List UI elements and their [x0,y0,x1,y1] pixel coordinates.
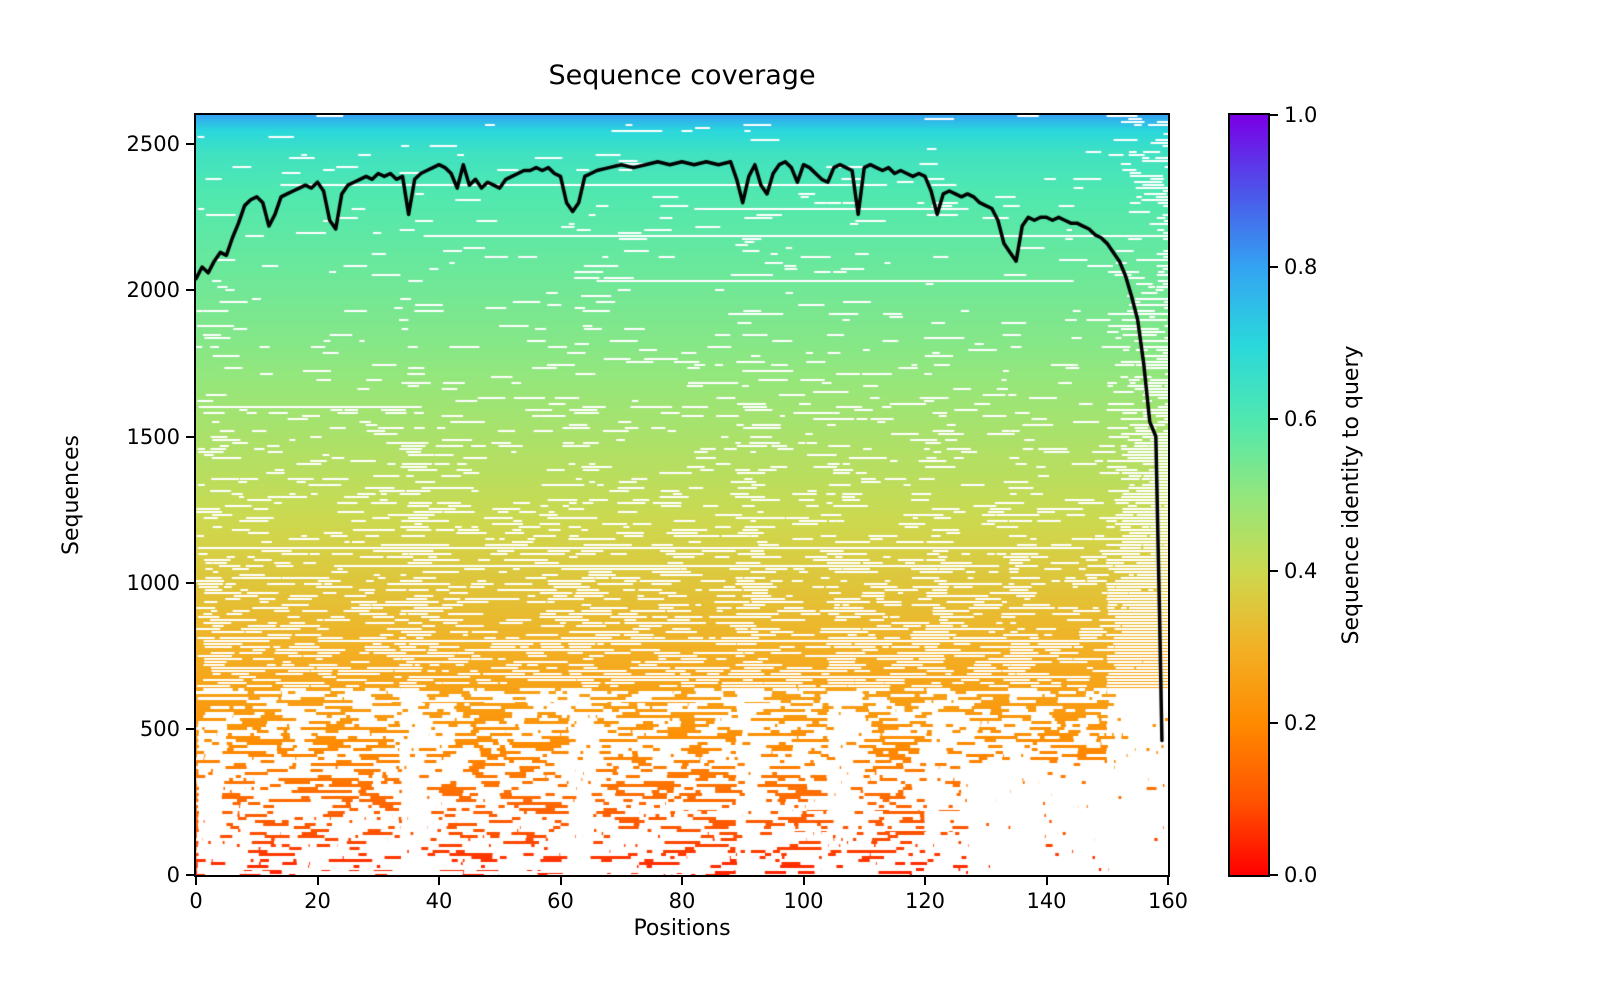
x-tick-label: 120 [904,889,946,913]
plot-area [194,113,1170,877]
y-tick-label: 500 [139,716,180,741]
colorbar-tick-label: 1.0 [1284,103,1318,127]
x-tick-mark [559,877,562,885]
x-tick-mark [1045,877,1048,885]
x-tick-label: 20 [304,889,331,913]
x-tick-mark [924,877,926,885]
y-tick-mark [186,143,194,146]
y-tick-label: 2000 [126,278,180,303]
colorbar-tick-label: 0.8 [1284,255,1318,279]
x-tick-label: 60 [547,889,574,913]
colorbar-tick-label: 0.0 [1284,863,1318,887]
x-tick-label: 40 [425,889,453,913]
y-tick-mark [186,874,194,876]
y-tick-mark [186,435,194,438]
colorbar-tick-label: 0.2 [1284,711,1318,735]
x-tick-label: 0 [189,889,203,913]
colorbar-tick-mark [1270,114,1278,116]
y-tick-label: 2500 [126,132,180,157]
colorbar [1228,113,1270,877]
y-axis-label: Sequences [59,435,84,555]
colorbar-tick-mark [1270,266,1278,268]
y-tick-mark [186,581,194,584]
x-tick-label: 140 [1026,889,1067,913]
colorbar-tick-mark [1270,418,1278,420]
y-tick-label: 0 [166,863,180,887]
y-tick-mark [186,289,194,292]
colorbar-tick-label: 0.6 [1284,407,1318,431]
x-tick-mark [802,877,805,885]
y-tick-mark [186,727,194,730]
colorbar-tick-label: 0.4 [1284,559,1318,583]
x-tick-mark [681,877,683,885]
x-tick-label: 100 [783,889,824,913]
colorbar-label: Sequence identity to query [1339,345,1364,645]
x-axis-label: Positions [633,916,731,941]
x-tick-mark [316,877,319,885]
x-tick-mark [438,877,440,885]
x-tick-label: 160 [1147,889,1189,913]
y-tick-label: 1000 [126,570,180,595]
colorbar-tick-mark [1270,570,1278,572]
colorbar-tick-mark [1270,874,1278,876]
colorbar-gradient [1230,115,1268,875]
chart-title: Sequence coverage [548,60,816,91]
x-tick-mark [1167,877,1169,885]
x-tick-label: 80 [668,889,696,913]
y-tick-label: 1500 [126,424,180,449]
colorbar-tick-mark [1270,722,1278,724]
msa-coverage-heatmap [196,115,1168,875]
x-tick-mark [195,877,197,885]
